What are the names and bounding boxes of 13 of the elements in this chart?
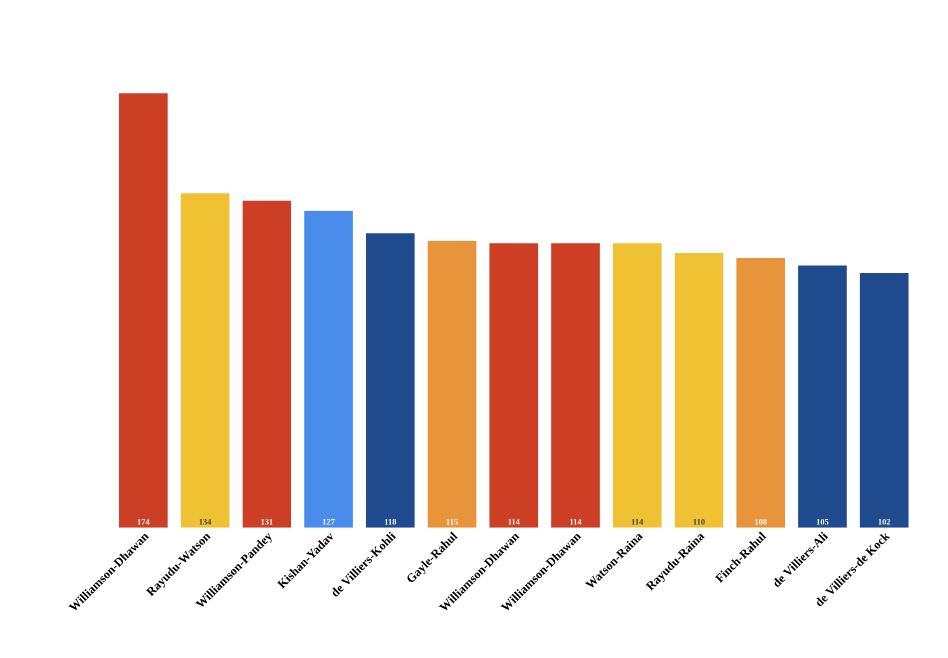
bar	[242, 200, 292, 528]
bar	[489, 242, 539, 528]
bar	[612, 242, 662, 528]
bar	[365, 232, 415, 528]
bar	[674, 252, 724, 528]
bar	[304, 210, 353, 528]
bar	[427, 240, 477, 528]
bar	[798, 265, 847, 528]
bar	[119, 92, 168, 528]
bar	[736, 257, 786, 528]
bar	[180, 192, 230, 528]
bar	[859, 272, 909, 528]
bar	[551, 242, 600, 528]
